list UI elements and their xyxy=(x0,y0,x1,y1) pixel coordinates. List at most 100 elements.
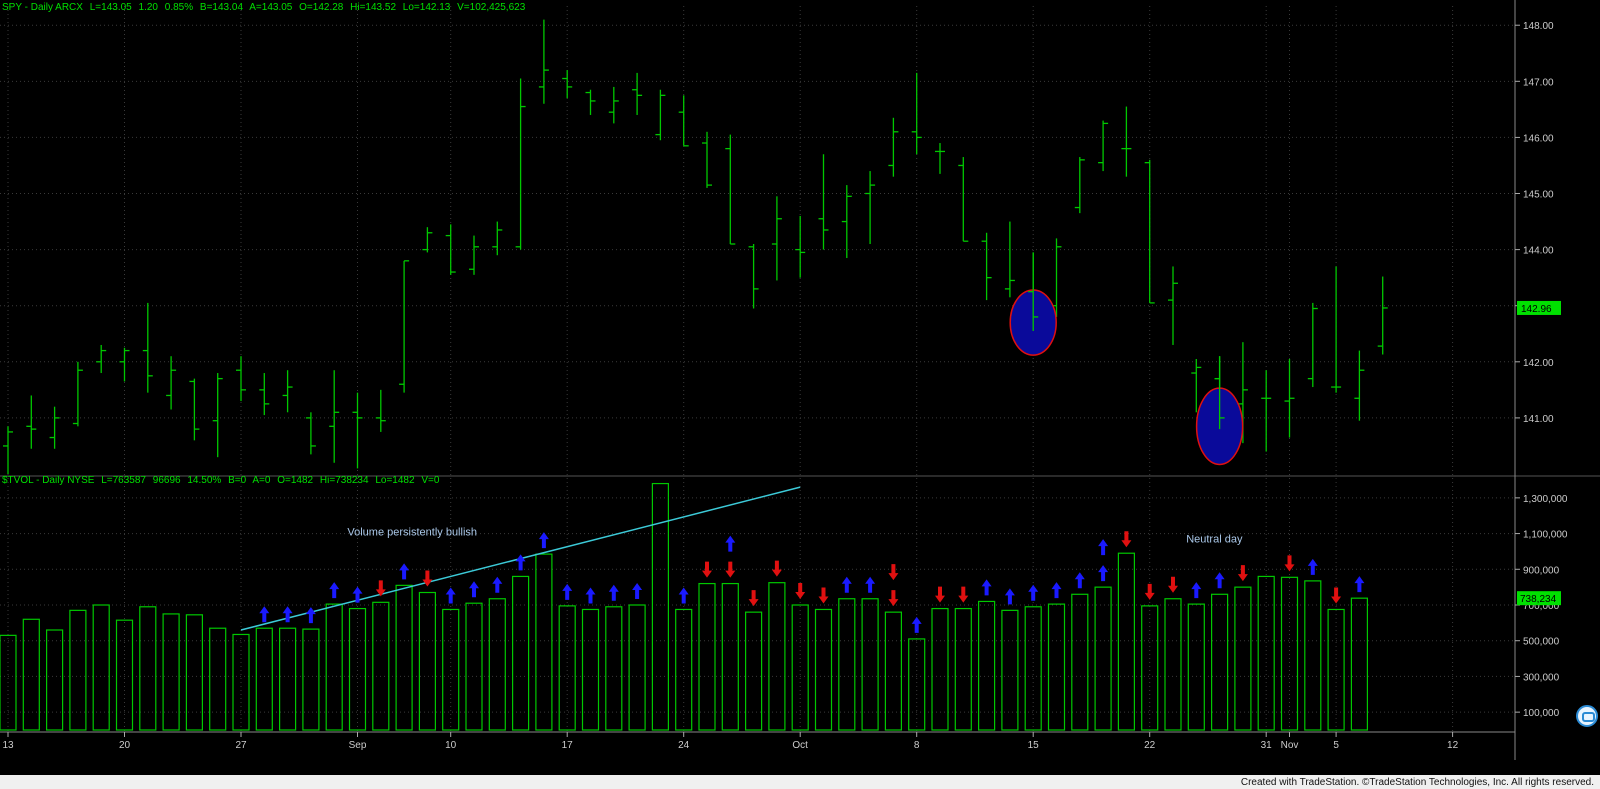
volume-up-arrow xyxy=(469,581,479,598)
volume-bar xyxy=(1187,603,1205,731)
ohlc-bar xyxy=(771,196,782,281)
price-field: Lo=142.13 xyxy=(402,2,451,13)
volume-bar xyxy=(465,602,483,731)
volume-bar xyxy=(651,482,670,731)
volume-bar xyxy=(139,606,157,731)
ohlc-bar xyxy=(1191,359,1202,413)
volume-down-arrow xyxy=(888,590,899,607)
ohlc-bar xyxy=(585,89,596,115)
volume-up-arrow xyxy=(911,616,922,633)
volume-bar xyxy=(1141,605,1159,731)
volume-up-arrow xyxy=(305,607,316,624)
volume-bar xyxy=(884,611,903,731)
volume-field: 96696 xyxy=(152,475,181,486)
volume-bar xyxy=(348,607,367,731)
price-symbol: SPY - Daily ARCX xyxy=(2,2,83,13)
volume-field: Hi=738234 xyxy=(319,475,369,486)
volume-grid xyxy=(0,497,1515,733)
volume-annotations: Volume persistently bullish Neutral day xyxy=(240,486,1365,633)
volume-bar xyxy=(558,605,576,731)
ohlc-bar xyxy=(888,117,899,177)
volume-up-arrow xyxy=(492,576,503,593)
volume-bar xyxy=(954,607,972,731)
chat-support-icon[interactable] xyxy=(1576,705,1598,727)
ohlc-bar xyxy=(1261,370,1272,452)
last-price-box xyxy=(1517,300,1561,315)
volume-up-arrow xyxy=(562,583,573,600)
ohlc-bar xyxy=(212,373,223,458)
volume-bar xyxy=(1304,580,1322,731)
ohlc-bar xyxy=(935,143,945,174)
volume-up-arrow xyxy=(585,587,596,604)
time-tick-label: 13 xyxy=(2,740,14,751)
price-field: 1.20 xyxy=(138,2,158,13)
ohlc-bar xyxy=(26,395,37,449)
ohlc-bar xyxy=(329,370,340,463)
volume-header: $TVOL - Daily NYSE L=763587 96696 14.50%… xyxy=(2,475,443,486)
ohlc-bar xyxy=(49,406,60,449)
volume-bar xyxy=(69,609,87,731)
volume-up-arrow xyxy=(1354,576,1365,593)
volume-bar xyxy=(1257,575,1275,731)
volume-up-arrow xyxy=(1098,539,1109,556)
ohlc-bar xyxy=(725,134,736,245)
ohlc-bar xyxy=(1004,221,1015,298)
volume-tick-label: 900,000 xyxy=(1523,565,1560,576)
time-tick-label: Oct xyxy=(792,740,808,751)
price-tick-label: 147.00 xyxy=(1523,77,1554,88)
volume-up-arrow xyxy=(865,576,876,593)
volume-bar xyxy=(1280,576,1299,731)
ohlc-bar xyxy=(608,86,619,124)
footer-credit: Created with TradeStation. ©TradeStation… xyxy=(1240,777,1594,788)
ohlc-bar xyxy=(678,95,689,147)
volume-up-arrow xyxy=(725,535,736,552)
ohlc-bar xyxy=(748,244,759,309)
volume-bar xyxy=(1094,586,1112,731)
ohlc-bar xyxy=(1168,266,1178,345)
volume-field: O=1482 xyxy=(277,475,314,486)
volume-bar xyxy=(209,627,227,731)
price-header: SPY - Daily ARCX L=143.05 1.20 0.85% B=1… xyxy=(2,2,529,13)
volume-down-arrow xyxy=(375,580,386,597)
volume-bar xyxy=(1327,608,1345,731)
volume-bar xyxy=(628,604,646,731)
volume-bar xyxy=(1234,586,1252,731)
volume-up-arrow xyxy=(538,532,549,549)
volume-bar xyxy=(418,591,436,731)
volume-bar xyxy=(721,582,739,731)
volume-down-arrow xyxy=(888,564,899,581)
ohlc-bar xyxy=(305,412,316,455)
ohlc-bar xyxy=(1074,157,1085,214)
volume-field: V=0 xyxy=(421,475,440,486)
ohlc-bar xyxy=(399,260,410,393)
ohlc-bar xyxy=(841,185,852,259)
last-price-label: 142.96 xyxy=(1521,304,1552,315)
volume-bar xyxy=(838,598,856,731)
ohlc-bar xyxy=(958,157,969,242)
last-volume-label: 738,234 xyxy=(1520,594,1557,605)
volume-up-arrow xyxy=(1028,584,1039,601)
ohlc-bar xyxy=(1144,159,1155,304)
price-field: Hi=143.52 xyxy=(350,2,397,13)
volume-down-arrow xyxy=(1121,531,1132,548)
volume-up-arrow xyxy=(1098,565,1109,582)
volume-down-arrow xyxy=(1331,587,1342,604)
price-field: 0.85% xyxy=(164,2,194,13)
volume-field: A=0 xyxy=(252,475,271,486)
ohlc-bar xyxy=(515,78,526,250)
volume-axis: 100,000 300,000 500,000 700,000 900,000 1,100… xyxy=(1515,494,1568,719)
volume-bar xyxy=(115,619,134,731)
volume-bar xyxy=(325,603,343,731)
price-annotations xyxy=(1009,252,1244,466)
volume-bar xyxy=(814,608,833,731)
ohlc-bar xyxy=(469,235,479,275)
volume-bar xyxy=(977,600,996,731)
volume-up-arrow xyxy=(1004,588,1015,605)
ohlc-bar xyxy=(1307,302,1318,388)
volume-tick-label: 700,000 xyxy=(1523,601,1560,612)
volume-bar xyxy=(908,638,926,731)
volume-down-arrow xyxy=(795,583,806,599)
volume-annotation-text: Neutral day xyxy=(1186,534,1243,546)
volume-up-arrow xyxy=(259,606,270,623)
